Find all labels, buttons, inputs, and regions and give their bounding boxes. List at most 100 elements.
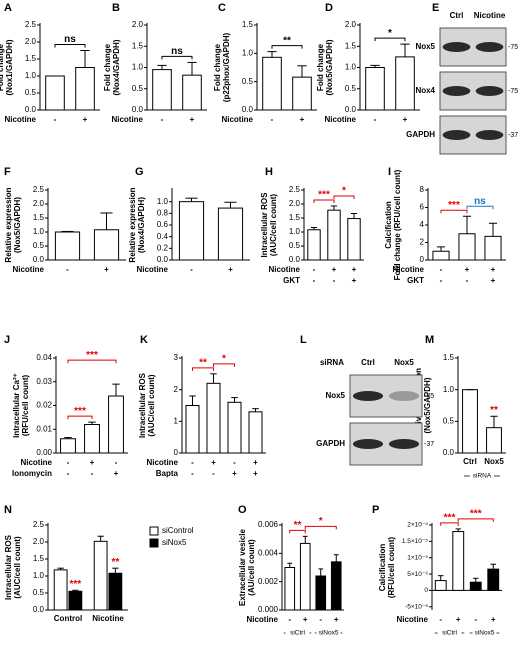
condition-name: Nicotine <box>268 265 300 274</box>
y-tick-label: 0 <box>174 448 179 457</box>
bar <box>108 572 123 611</box>
bar <box>462 389 478 454</box>
y-tick-label: 1.0 <box>157 197 169 206</box>
bar <box>75 67 95 111</box>
blot-band <box>442 130 471 140</box>
condition-sign: - <box>190 265 193 274</box>
significance-label: * <box>319 516 323 527</box>
bar <box>182 74 202 111</box>
condition-sign: + <box>228 265 233 274</box>
error-bar <box>438 575 444 581</box>
y-tick-label: 1.0 <box>25 71 37 80</box>
panel-letter: F <box>4 166 11 178</box>
condition-sign: - <box>191 469 194 478</box>
blot-header: siRNA <box>320 358 344 367</box>
error-bar <box>287 562 293 568</box>
group-label-bg <box>470 472 494 480</box>
condition-sign: - <box>374 115 377 124</box>
blot-band <box>352 391 384 401</box>
bar <box>60 438 76 454</box>
y-axis-label: Intracellular Ca²⁺ <box>12 373 21 438</box>
y-axis-label: Intracellular ROS <box>4 534 13 600</box>
bar <box>185 405 200 454</box>
y-axis-label: Calcification <box>384 201 393 249</box>
blot-column: Nicotine <box>474 11 506 20</box>
panel-letter: E <box>432 2 439 14</box>
significance-label: *** <box>74 406 86 417</box>
bar <box>458 233 476 261</box>
condition-sign: - <box>191 458 194 467</box>
y-axis-label: Intracellular ROS <box>260 192 269 258</box>
condition-sign: - <box>115 458 118 467</box>
legend-label: siNox5 <box>162 538 187 547</box>
condition-name: Nicotine <box>20 458 52 467</box>
error-bar <box>473 577 479 583</box>
significance-label: *** <box>86 350 98 361</box>
y-tick-label: 0.000 <box>258 605 279 614</box>
bar <box>330 561 342 611</box>
y-tick-label: 0.006 <box>258 520 279 529</box>
significance-bracket <box>333 195 355 199</box>
y-tick-label: 2.0 <box>25 37 37 46</box>
condition-name: Nicotine <box>221 115 253 124</box>
blot-band <box>475 42 504 52</box>
y-tick-label: 0.002 <box>258 577 279 586</box>
significance-bracket <box>161 55 193 60</box>
y-tick-label: 6 <box>420 203 425 212</box>
condition-sign: + <box>456 615 461 624</box>
condition-name: Nicotine <box>4 115 36 124</box>
y-tick-label: 1.5×10⁻⁵ <box>402 538 428 545</box>
y-axis-label: Extracellular vesicle <box>238 528 247 605</box>
condition-name: Nicotine <box>136 265 168 274</box>
condition-name: Nicotine <box>146 458 178 467</box>
y-axis-label: (Nox1/GAPDH) <box>5 39 14 95</box>
y-tick-label: 2.0 <box>345 20 357 29</box>
y-tick-label: 0.5 <box>289 241 301 250</box>
significance-bracket <box>213 363 235 367</box>
error-bar <box>462 215 472 234</box>
condition-sign: + <box>211 458 216 467</box>
condition-name: Nicotine <box>396 615 428 624</box>
y-axis-label: Fold change <box>0 43 5 91</box>
y-tick-label: 0.5 <box>25 88 37 97</box>
y-axis-label: Fold change <box>103 43 112 91</box>
panel-letter: L <box>300 334 307 346</box>
y-tick-label: 1.5 <box>289 213 301 222</box>
y-tick-label: 1.0 <box>345 63 357 72</box>
panel-letter: K <box>140 334 148 346</box>
condition-sign: + <box>352 276 357 285</box>
bar <box>248 411 263 454</box>
y-tick-label: 1.0 <box>443 385 455 394</box>
y-axis-label: (p22phox/GAPDH) <box>222 33 231 103</box>
y-tick-label: 0.0 <box>132 105 144 114</box>
y-tick-label: 0.02 <box>36 401 52 410</box>
blot-row-label: Nox4 <box>415 86 435 95</box>
y-tick-label: 0.5 <box>345 84 357 93</box>
y-tick-label: 8 <box>420 185 425 194</box>
group-label-bg <box>437 629 462 637</box>
condition-sign: - <box>333 276 336 285</box>
significance-bracket <box>192 367 214 371</box>
condition-sign: - <box>54 115 57 124</box>
blot-band <box>442 42 471 52</box>
y-axis-label: (AUC/cell count) <box>269 194 278 257</box>
condition-sign: - <box>440 265 443 274</box>
error-bar <box>224 201 237 209</box>
condition-name: GKT <box>407 276 424 285</box>
y-tick-label: 2.0 <box>132 20 144 29</box>
condition-sign: - <box>271 115 274 124</box>
y-axis-label: (Nox5/GAPDH) <box>13 197 22 253</box>
bar <box>93 540 108 611</box>
y-tick-label: 0.004 <box>258 548 279 557</box>
y-tick-label: 0.0 <box>443 448 455 457</box>
error-bar <box>112 567 119 574</box>
y-tick-label: 0.00 <box>36 448 52 457</box>
y-tick-label: 0.5 <box>443 416 455 425</box>
significance-label: ns <box>171 46 183 57</box>
y-tick-label: 0.0 <box>345 105 357 114</box>
error-bar <box>100 212 113 230</box>
condition-sign: + <box>83 115 88 124</box>
significance-bracket <box>313 199 335 203</box>
error-bar <box>297 65 307 78</box>
group-label: siCtrl <box>290 630 305 637</box>
